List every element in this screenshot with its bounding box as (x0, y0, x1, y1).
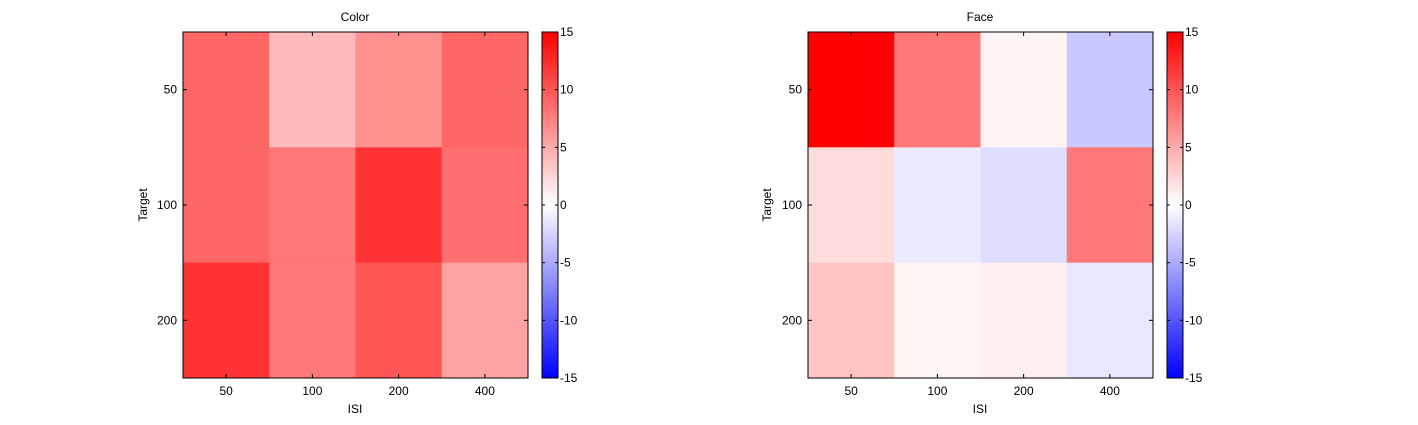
x-axis-label: ISI (973, 402, 988, 416)
heatmap-cell (1066, 262, 1154, 379)
chart-title: Face (967, 10, 994, 24)
heatmap-cell (980, 147, 1068, 264)
colorbar-tick-label: 5 (1185, 140, 1192, 154)
colorbar-tick-label: 0 (1185, 198, 1192, 212)
x-tick-label: 100 (927, 384, 947, 398)
heatmap-cell (441, 262, 529, 379)
colorbar-tick-label: -10 (1185, 313, 1203, 327)
y-tick-label: 50 (164, 83, 178, 97)
y-tick-label: 50 (789, 83, 803, 97)
x-tick-label: 200 (389, 384, 409, 398)
heatmap-cells (808, 32, 1154, 379)
x-tick-label: 200 (1014, 384, 1034, 398)
heatmap-cell (894, 262, 981, 379)
heatmap-cell (808, 147, 895, 264)
y-tick-label: 200 (782, 313, 802, 327)
y-axis-label: Target (136, 188, 150, 222)
x-tick-label: 50 (219, 384, 233, 398)
heatmap-cell (980, 32, 1068, 148)
heatmap-cell (441, 32, 529, 148)
colorbar-ticks: 15 10 5 0 -5 -10 -15 (1167, 25, 1203, 385)
heatmap-cell (1066, 147, 1154, 264)
colorbar-tick-label: 5 (560, 140, 567, 154)
heatmap-cell (1066, 32, 1154, 148)
colorbar-tick-label: -5 (1185, 256, 1196, 270)
x-tick-label: 100 (302, 384, 322, 398)
heatmap-cell (355, 262, 443, 379)
heatmap-cell (269, 32, 356, 148)
heatmap-cells (183, 32, 529, 379)
y-axis-ticks: 50 100 200 (782, 83, 1153, 327)
colorbar-tick-label: 10 (1185, 83, 1199, 97)
x-axis-ticks: 50 100 200 400 (844, 32, 1120, 398)
colorbar-tick-label: 0 (560, 198, 567, 212)
x-axis-ticks: 50 100 200 400 (219, 32, 495, 398)
heatmap-cell (183, 147, 270, 264)
y-axis-label: Target (760, 188, 774, 222)
y-tick-label: 200 (157, 313, 177, 327)
colorbar-tick-label: -15 (1185, 371, 1203, 385)
x-tick-label: 400 (1100, 384, 1120, 398)
heatmap-cell (808, 32, 895, 148)
y-tick-label: 100 (782, 198, 802, 212)
y-axis-ticks: 50 100 200 (157, 83, 528, 327)
x-tick-label: 400 (475, 384, 495, 398)
colorbar-tick-label: -15 (560, 371, 578, 385)
colorbar-ticks: 15 10 5 0 -5 -10 -15 (542, 25, 578, 385)
x-tick-label: 50 (844, 384, 858, 398)
heatmap-cell (269, 262, 356, 379)
x-axis-label: ISI (348, 402, 363, 416)
colorbar-tick-label: 15 (1185, 25, 1199, 39)
heatmap-cell (980, 262, 1068, 379)
heatmap-cell (894, 147, 981, 264)
heatmap-cell (894, 32, 981, 148)
chart-title: Color (341, 10, 370, 24)
colorbar-tick-label: 15 (560, 25, 574, 39)
heatmap-cell (808, 262, 895, 379)
y-tick-label: 100 (157, 198, 177, 212)
heatmap-cell (183, 32, 270, 148)
heatmap-cell (355, 147, 443, 264)
heatmap-cell (183, 262, 270, 379)
colorbar-tick-label: 10 (560, 83, 574, 97)
heatmap-cell (269, 147, 356, 264)
colorbar-tick-label: -10 (560, 313, 578, 327)
heatmap-cell (441, 147, 529, 264)
colorbar-tick-label: -5 (560, 256, 571, 270)
heatmap-cell (355, 32, 443, 148)
